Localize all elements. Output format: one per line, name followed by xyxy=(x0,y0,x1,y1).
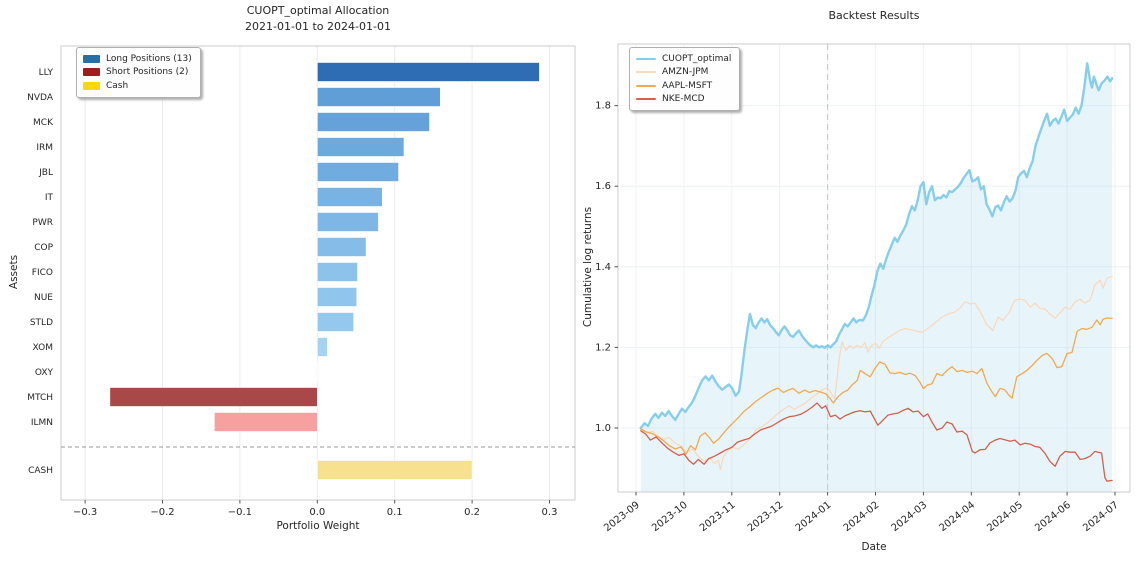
axes-frame xyxy=(60,45,576,501)
legend-label: AAPL-MSFT xyxy=(662,80,713,91)
ytick-label: 1.6 xyxy=(595,181,611,192)
xtick-label: 0.0 xyxy=(309,507,325,518)
bar-jbl[interactable] xyxy=(316,162,399,182)
ytick-label: 1.2 xyxy=(595,342,611,353)
backtest-legend[interactable]: CUOPT_optimal AMZN-JPM AAPL-MSFT NKE-MCD xyxy=(629,47,741,111)
ytick-label-cash: CASH xyxy=(28,466,53,476)
xtick-label-2023-10: 2023-10 xyxy=(650,500,690,534)
bar-nue[interactable] xyxy=(316,287,358,307)
bar-oxy[interactable] xyxy=(316,362,319,382)
ytick-label-xom: XOM xyxy=(33,343,53,353)
legend-label: CUOPT_optimal xyxy=(662,53,732,64)
legend-label: Cash xyxy=(106,80,129,91)
xtick-label-2024-01: 2024-01 xyxy=(794,500,834,534)
legend-swatch-icon xyxy=(83,68,100,77)
ytick-label-jbl: JBL xyxy=(38,168,53,178)
xtick-label: −0.1 xyxy=(228,507,252,518)
xtick-label-2024-06: 2024-06 xyxy=(1033,500,1073,534)
ytick-label-ilmn: ILMN xyxy=(31,418,53,428)
bar-it[interactable] xyxy=(316,187,383,207)
legend-line-icon xyxy=(636,71,656,74)
legend-label: NKE-MCD xyxy=(662,94,705,105)
xtick-label-2024-02: 2024-02 xyxy=(842,500,882,534)
xtick-label-2024-03: 2024-03 xyxy=(890,500,930,534)
ytick-label-mtch: MTCH xyxy=(27,393,53,403)
bar-stld[interactable] xyxy=(316,312,354,332)
ytick-label-pwr: PWR xyxy=(32,218,53,228)
bar-fico[interactable] xyxy=(316,262,358,282)
bar-irm[interactable] xyxy=(316,137,405,157)
bar-nvda[interactable] xyxy=(316,87,441,107)
ytick-label-stld: STLD xyxy=(30,318,53,328)
xtick-label-2024-04: 2024-04 xyxy=(937,500,977,534)
ytick-label-oxy: OXY xyxy=(35,368,54,378)
bar-mck[interactable] xyxy=(316,112,430,132)
xtick-label: −0.2 xyxy=(150,507,174,518)
legend-swatch-icon xyxy=(83,81,100,90)
bar-xom[interactable] xyxy=(316,337,328,357)
ytick-label: 1.4 xyxy=(595,262,611,273)
series-line-cuopt_optimal[interactable] xyxy=(639,62,1114,430)
legend-line-icon xyxy=(636,98,656,101)
allocation-legend[interactable]: Long Positions (13) Short Positions (2) Ca… xyxy=(76,47,201,98)
bar-mtch[interactable] xyxy=(109,387,318,407)
ytick-label-nvda: NVDA xyxy=(27,93,54,103)
legend-line-icon xyxy=(636,84,656,87)
ytick-label-lly: LLY xyxy=(39,68,54,78)
legend-entry: AMZN-JPM xyxy=(636,66,731,80)
bar-lly[interactable] xyxy=(316,62,540,82)
axes-frame xyxy=(617,43,1131,493)
bar-cop[interactable] xyxy=(316,237,367,257)
ytick-label-irm: IRM xyxy=(36,143,53,153)
ytick-label-cop: COP xyxy=(34,243,53,253)
legend-swatch-icon xyxy=(83,54,100,63)
backtest-chart: 1.0 1.2 1.4 1.6 1.8 2023-09 2023-10 2023-11 2023… xyxy=(595,43,1131,534)
xtick-label: 0.1 xyxy=(387,507,403,518)
series-line-amzn-jpm[interactable] xyxy=(640,275,1113,471)
series-line-aapl-msft[interactable] xyxy=(640,317,1113,455)
xtick-label-2024-05: 2024-05 xyxy=(985,500,1025,534)
legend-entry: NKE-MCD xyxy=(636,93,731,107)
ytick-label-fico: FICO xyxy=(32,268,53,278)
legend-entry: Cash xyxy=(83,79,192,93)
bar-pwr[interactable] xyxy=(316,212,379,232)
bar-ilmn[interactable] xyxy=(214,412,318,432)
ytick-label: 1.0 xyxy=(595,423,611,434)
series-line-nke-mcd[interactable] xyxy=(640,402,1113,482)
xtick-label: 0.3 xyxy=(542,507,558,518)
allocation-chart: LLY NVDA MCK IRM JBL IT PWR COP FICO NUE STLD XOM OX… xyxy=(27,45,576,518)
legend-label: Short Positions (2) xyxy=(106,67,189,78)
legend-line-icon xyxy=(636,57,656,60)
legend-entry: Long Positions (13) xyxy=(83,52,192,66)
ytick-label-mck: MCK xyxy=(33,118,54,128)
legend-label: AMZN-JPM xyxy=(662,67,709,78)
xtick-label-2023-09: 2023-09 xyxy=(602,500,642,534)
ytick-label-nue: NUE xyxy=(34,293,53,303)
legend-entry: AAPL-MSFT xyxy=(636,79,731,93)
xtick-label-2023-11: 2023-11 xyxy=(698,500,738,534)
legend-entry: Short Positions (2) xyxy=(83,66,192,80)
xtick-label: −0.3 xyxy=(73,507,97,518)
xtick-label-2023-12: 2023-12 xyxy=(746,500,786,534)
xtick-label: 0.2 xyxy=(464,507,480,518)
ytick-label-it: IT xyxy=(45,193,54,203)
ytick-label: 1.8 xyxy=(595,101,611,112)
bar-cash[interactable] xyxy=(316,460,473,480)
xtick-label-2024-07: 2024-07 xyxy=(1081,500,1121,534)
legend-entry: CUOPT_optimal xyxy=(636,52,731,66)
legend-label: Long Positions (13) xyxy=(106,53,192,64)
